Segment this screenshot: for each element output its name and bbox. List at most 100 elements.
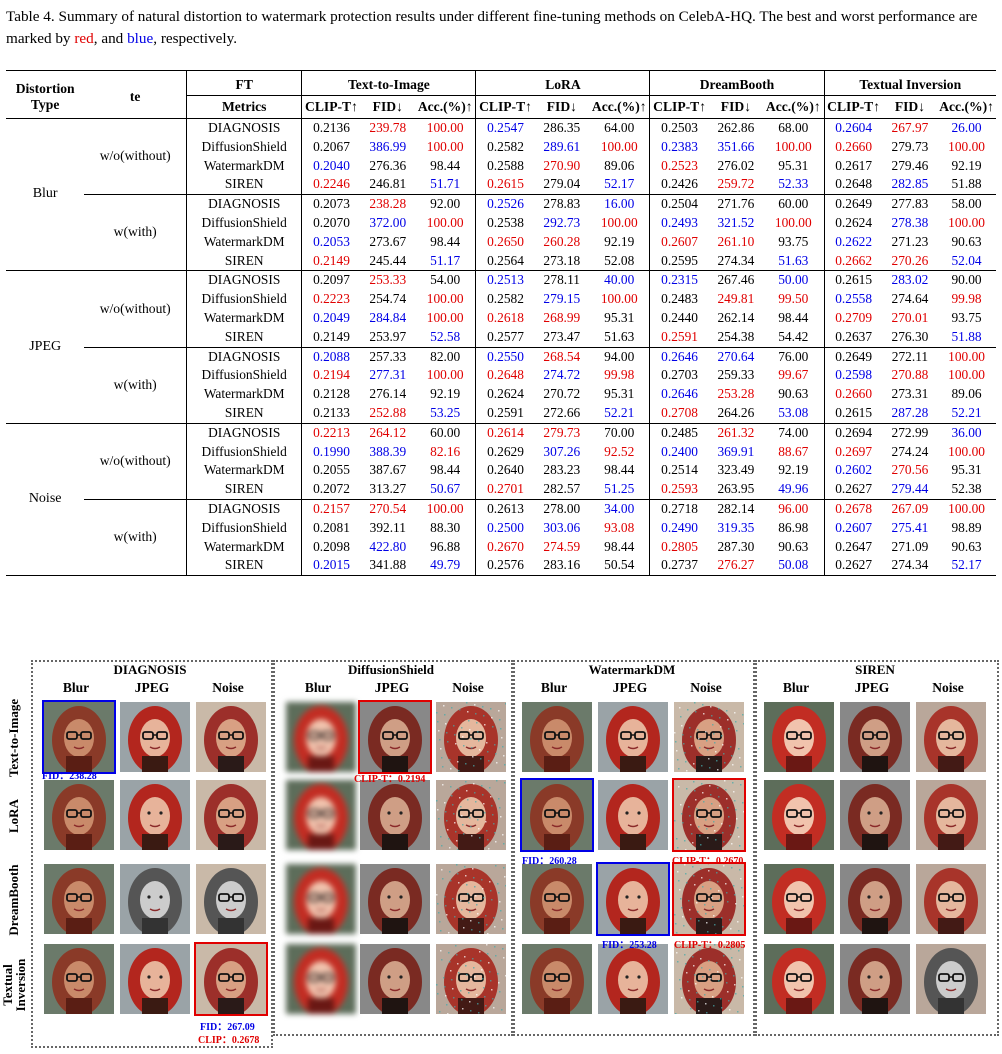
- value-cell: 0.2595: [649, 251, 709, 271]
- sample-image: [436, 780, 506, 850]
- value-cell: 284.84: [369, 309, 407, 325]
- table-row: DiffusionShield 0.1990 388.39 82.16 0.2629 30…: [6, 442, 996, 462]
- value-cell: 271.09: [891, 538, 929, 554]
- value-cell: 274.64: [891, 291, 929, 307]
- method-cell: DIAGNOSIS: [186, 346, 302, 367]
- group-header: LoRA: [475, 70, 650, 96]
- value-cell: 50.67: [430, 481, 461, 497]
- value-cell: 283.02: [882, 270, 938, 291]
- sample-image: [120, 780, 190, 850]
- sample-image: [120, 702, 190, 772]
- sample-image: [44, 780, 114, 850]
- metric-header: FID↓: [708, 95, 764, 119]
- value-cell: 261.10: [717, 233, 755, 249]
- sample-image: [196, 864, 266, 934]
- value-cell: 0.2614: [475, 422, 535, 443]
- value-cell: 0.2081: [301, 518, 361, 538]
- method-panel: [513, 660, 755, 1036]
- table-row: DiffusionShield 0.2194 277.31 100.00 0.2648 2…: [6, 366, 996, 386]
- method-cell: DiffusionShield: [186, 518, 302, 538]
- metric-header: FID↓: [882, 95, 938, 119]
- value-cell: 0.2678: [823, 498, 883, 519]
- value-cell: 36.00: [937, 422, 996, 443]
- value-cell: 0.2670: [475, 537, 535, 557]
- value-cell: 52.33: [778, 176, 809, 192]
- table-row: DiffusionShield 0.2081 392.11 88.30 0.2500 30…: [6, 518, 996, 538]
- value-cell: 253.28: [717, 386, 755, 402]
- value-cell: 86.98: [778, 519, 809, 535]
- value-cell: 259.33: [717, 367, 755, 383]
- value-cell: 0.2646: [649, 385, 709, 404]
- value-cell: 0.2149: [301, 327, 361, 348]
- value-cell: 95.31: [604, 386, 635, 402]
- value-cell: 98.44: [430, 462, 461, 478]
- value-cell: 0.2591: [475, 403, 535, 424]
- value-cell: 0.2098: [301, 537, 361, 557]
- value-cell: 100.00: [774, 214, 812, 230]
- value-cell: 0.2547: [475, 117, 535, 138]
- method-cell: WatermarkDM: [186, 385, 302, 404]
- value-cell: 100.00: [600, 138, 638, 154]
- method-cell: WatermarkDM: [186, 461, 302, 481]
- sample-image: [840, 944, 910, 1014]
- value-cell: 98.44: [430, 233, 461, 249]
- value-cell: 0.2493: [649, 213, 709, 233]
- value-cell: 52.38: [951, 481, 982, 497]
- sample-image: [120, 944, 190, 1014]
- value-cell: 98.44: [430, 157, 461, 173]
- value-cell: 0.2564: [475, 251, 535, 271]
- value-cell: 262.14: [717, 309, 755, 325]
- sample-image: [674, 702, 744, 772]
- value-cell: 99.98: [604, 367, 635, 383]
- sample-image: [360, 780, 430, 850]
- distortion-type-cell: JPEG: [6, 270, 85, 424]
- value-cell: 51.88: [951, 328, 982, 344]
- table-row: SIREN 0.2149 245.44 51.17 0.2564 273.18 52.08 0…: [6, 251, 996, 271]
- value-cell: 100.00: [426, 291, 464, 307]
- value-cell: 93.75: [951, 309, 982, 325]
- metric-header: CLIP-T↑: [475, 95, 535, 119]
- value-cell: 0.2015: [301, 556, 361, 577]
- value-cell: 0.2624: [475, 385, 535, 404]
- value-cell: 0.2618: [475, 308, 535, 328]
- value-cell: 52.08: [604, 252, 635, 268]
- value-cell: 0.2383: [649, 137, 709, 157]
- row-header: LoRA: [6, 799, 21, 833]
- value-cell: 276.14: [369, 386, 407, 402]
- value-cell: 49.96: [778, 481, 809, 497]
- sample-image: [360, 944, 430, 1014]
- value-cell: 0.2582: [475, 290, 535, 309]
- value-cell: 253.97: [369, 328, 407, 344]
- value-cell: 49.79: [414, 556, 476, 577]
- value-cell: 100.00: [937, 498, 996, 519]
- value-cell: 274.72: [543, 367, 581, 383]
- sample-image: [598, 944, 668, 1014]
- value-cell: 263.95: [717, 481, 755, 497]
- value-cell: 287.30: [717, 538, 755, 554]
- value-cell: 0.2708: [649, 403, 709, 424]
- value-cell: 0.2426: [649, 175, 709, 195]
- value-cell: 52.17: [937, 556, 996, 577]
- value-cell: 99.67: [778, 367, 809, 383]
- value-cell: 89.06: [604, 157, 635, 173]
- column-header: Blur: [62, 680, 90, 695]
- value-cell: 0.2582: [475, 137, 535, 157]
- panel-title: WatermarkDM: [588, 662, 676, 677]
- table-caption: Table 4. Summary of natural distortion t…: [6, 6, 996, 50]
- sample-image: [916, 944, 986, 1014]
- value-cell: 292.73: [543, 214, 581, 230]
- value-cell: 51.63: [604, 328, 635, 344]
- table-row: WatermarkDM 0.2040 276.36 98.44 0.2588 270.90…: [6, 156, 996, 176]
- setting-cell: w/o(without): [84, 422, 187, 500]
- value-cell: 0.2485: [649, 422, 709, 443]
- value-cell: 323.49: [717, 462, 755, 478]
- value-cell: 252.88: [369, 404, 407, 420]
- value-cell: 0.2128: [301, 385, 361, 404]
- column-header: Noise: [452, 680, 484, 695]
- column-header: Blur: [782, 680, 810, 695]
- value-cell: 0.2440: [649, 308, 709, 328]
- value-cell: 100.00: [600, 291, 638, 307]
- sample-image: [520, 778, 594, 852]
- value-cell: 0.2577: [475, 327, 535, 348]
- method-cell: DiffusionShield: [186, 137, 302, 157]
